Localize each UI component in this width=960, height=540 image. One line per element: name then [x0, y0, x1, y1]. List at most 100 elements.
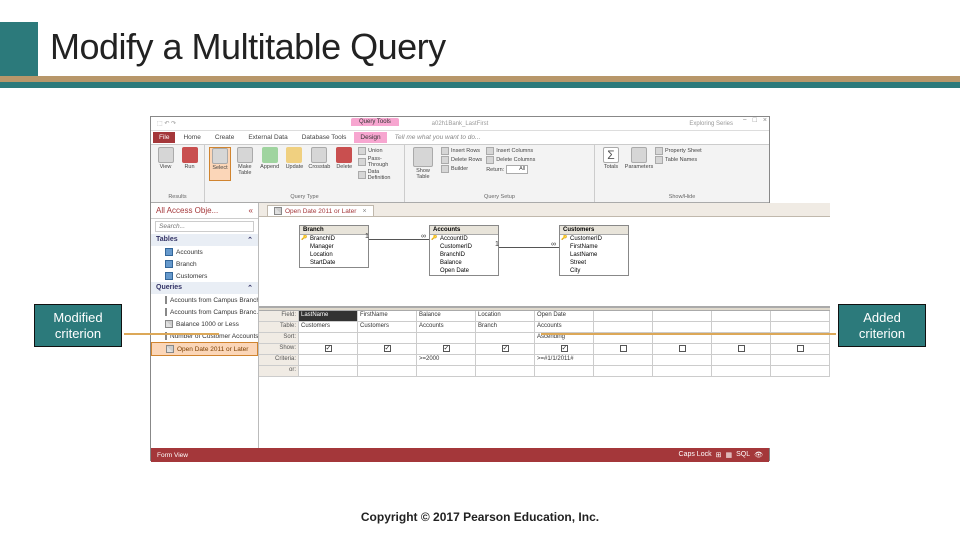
grid-cell[interactable]: Customers	[358, 322, 417, 333]
nav-item-query[interactable]: Number of Customer Accounts	[151, 330, 258, 342]
join-line[interactable]	[499, 247, 559, 248]
grid-cell[interactable]	[476, 366, 535, 377]
view-button[interactable]: View	[155, 147, 176, 170]
nav-header[interactable]: All Access Obje...	[156, 206, 218, 215]
nav-section-queries[interactable]: Queries	[156, 284, 182, 292]
grid-cell[interactable]	[653, 311, 712, 322]
tell-me[interactable]: Tell me what you want to do...	[389, 132, 487, 143]
property-sheet-button[interactable]: Property Sheet	[665, 148, 702, 154]
union-button[interactable]: Union	[368, 148, 382, 154]
grid-cell[interactable]	[358, 344, 417, 355]
append-button[interactable]: Append	[259, 147, 281, 181]
grid-cell[interactable]	[594, 322, 653, 333]
update-button[interactable]: Update	[284, 147, 306, 181]
grid-cell[interactable]: FirstName	[358, 311, 417, 322]
grid-cell[interactable]: Location	[476, 311, 535, 322]
nav-item-table[interactable]: Branch	[151, 258, 258, 270]
grid-cell[interactable]	[417, 344, 476, 355]
table-box[interactable]: CustomersCustomerIDFirstNameLastNameStre…	[559, 225, 629, 276]
grid-cell[interactable]	[358, 333, 417, 344]
grid-cell[interactable]	[299, 344, 358, 355]
grid-cell[interactable]	[712, 322, 771, 333]
run-button[interactable]: Run	[179, 147, 200, 170]
grid-cell[interactable]	[358, 366, 417, 377]
nav-item-query[interactable]: Open Date 2011 or Later	[151, 342, 258, 356]
grid-cell[interactable]	[594, 366, 653, 377]
grid-cell[interactable]	[594, 344, 653, 355]
nav-item-table[interactable]: Accounts	[151, 246, 258, 258]
minimize-button[interactable]: −	[743, 117, 747, 124]
nav-item-table[interactable]: Customers	[151, 270, 258, 282]
maximize-button[interactable]: □	[753, 117, 757, 124]
status-icon[interactable]: ▦	[725, 451, 732, 459]
grid-cell[interactable]: Branch	[476, 322, 535, 333]
grid-cell[interactable]	[299, 355, 358, 366]
delete-query-button[interactable]: Delete	[333, 147, 355, 181]
tab-design[interactable]: Design	[354, 132, 386, 143]
grid-cell[interactable]	[771, 366, 830, 377]
delete-rows-button[interactable]: Delete Rows	[451, 157, 482, 163]
status-icon[interactable]: Caps Lock	[679, 451, 712, 459]
nav-collapse-icon[interactable]: «	[249, 206, 253, 215]
grid-cell[interactable]	[299, 333, 358, 344]
tab-file[interactable]: File	[153, 132, 175, 143]
grid-cell[interactable]	[476, 355, 535, 366]
grid-cell[interactable]: LastName	[299, 311, 358, 322]
tab-database-tools[interactable]: Database Tools	[296, 132, 353, 143]
insert-rows-button[interactable]: Insert Rows	[451, 148, 480, 154]
grid-cell[interactable]	[653, 366, 712, 377]
grid-cell[interactable]	[299, 366, 358, 377]
grid-cell[interactable]	[712, 366, 771, 377]
grid-cell[interactable]	[653, 344, 712, 355]
grid-cell[interactable]	[476, 344, 535, 355]
nav-item-query[interactable]: Balance 1000 or Less	[151, 318, 258, 330]
nav-item-query[interactable]: Accounts from Campus Branc...	[151, 306, 258, 318]
close-button[interactable]: ×	[763, 117, 767, 124]
grid-cell[interactable]	[417, 333, 476, 344]
grid-cell[interactable]	[771, 311, 830, 322]
diagram-pane[interactable]: BranchBranchIDManagerLocationStartDateAc…	[259, 217, 830, 307]
insert-cols-button[interactable]: Insert Columns	[496, 148, 533, 154]
grid-cell[interactable]	[771, 344, 830, 355]
nav-section-tables[interactable]: Tables	[156, 236, 178, 244]
tab-external-data[interactable]: External Data	[242, 132, 293, 143]
grid-cell[interactable]: Accounts	[417, 322, 476, 333]
delete-cols-button[interactable]: Delete Columns	[496, 157, 535, 163]
crosstab-button[interactable]: Crosstab	[308, 147, 330, 181]
grid-cell[interactable]	[535, 344, 594, 355]
grid-cell[interactable]	[712, 344, 771, 355]
grid-cell[interactable]: >=#1/1/2011#	[535, 355, 594, 366]
grid-cell[interactable]	[771, 322, 830, 333]
grid-cell[interactable]	[653, 355, 712, 366]
grid-cell[interactable]	[594, 355, 653, 366]
grid-cell[interactable]	[771, 355, 830, 366]
tab-create[interactable]: Create	[209, 132, 241, 143]
totals-button[interactable]: ΣTotals	[599, 147, 623, 170]
nav-item-query[interactable]: Accounts from Campus Branch	[151, 294, 258, 306]
table-names-button[interactable]: Table Names	[665, 157, 697, 163]
status-icon[interactable]: SQL	[736, 451, 750, 459]
return-value[interactable]: All	[506, 165, 528, 174]
grid-cell[interactable]	[476, 333, 535, 344]
table-box[interactable]: AccountsAccountIDCustomerIDBranchIDBalan…	[429, 225, 499, 276]
grid-cell[interactable]	[417, 366, 476, 377]
close-tab-icon[interactable]: ×	[362, 208, 366, 215]
data-definition-button[interactable]: Data Definition	[368, 169, 400, 181]
grid-cell[interactable]	[594, 311, 653, 322]
grid-cell[interactable]	[535, 366, 594, 377]
select-query-button[interactable]: Select	[209, 147, 231, 181]
grid-cell[interactable]: >=2000	[417, 355, 476, 366]
status-icon[interactable]: 👁	[754, 451, 763, 459]
passthrough-button[interactable]: Pass-Through	[368, 156, 400, 168]
grid-cell[interactable]: Open Date	[535, 311, 594, 322]
show-table-button[interactable]: Show Table	[409, 147, 437, 180]
make-table-button[interactable]: Make Table	[234, 147, 256, 181]
grid-cell[interactable]: Balance	[417, 311, 476, 322]
status-icon[interactable]: ⊞	[716, 451, 722, 459]
grid-cell[interactable]: Customers	[299, 322, 358, 333]
nav-search-input[interactable]	[155, 221, 254, 232]
join-line[interactable]	[369, 239, 429, 240]
builder-button[interactable]: Builder	[451, 166, 468, 172]
query-tab[interactable]: Open Date 2011 or Later ×	[267, 205, 374, 216]
grid-cell[interactable]	[653, 322, 712, 333]
